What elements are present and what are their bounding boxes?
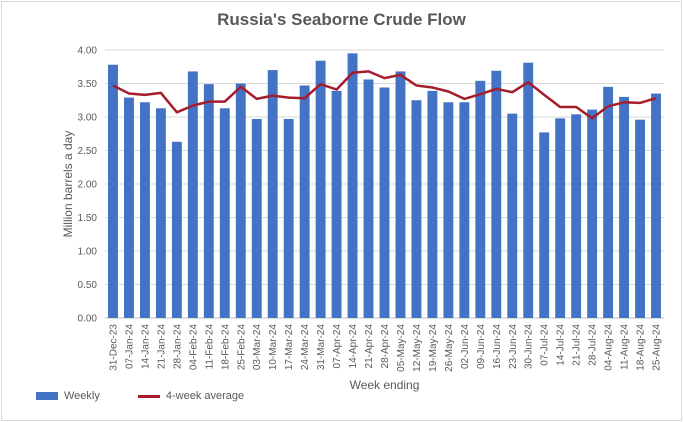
x-tick-label: 04-Aug-24 xyxy=(604,324,615,371)
y-tick-label: 0.50 xyxy=(78,280,98,291)
bar-weekly xyxy=(571,114,582,318)
bar-weekly xyxy=(507,113,518,319)
line-4-week-average xyxy=(112,70,657,120)
x-tick-label: 28-Apr-24 xyxy=(380,324,391,369)
legend: Weekly 4-week average xyxy=(36,390,274,402)
y-tick-label: 3.00 xyxy=(78,113,98,124)
x-tick-label: 25-Feb-24 xyxy=(236,324,247,371)
y-axis-ticks: 0.00 0.50 1.00 1.50 2.00 2.50 3.00 3.50 4.00 xyxy=(78,46,98,325)
x-tick-label: 31-Dec-23 xyxy=(109,324,120,371)
bar-weekly xyxy=(475,80,486,318)
x-tick-label: 04-Feb-24 xyxy=(188,324,199,371)
bar-weekly xyxy=(139,102,150,318)
bar-weekly xyxy=(603,86,614,318)
x-tick-label: 07-Jul-24 xyxy=(540,324,551,366)
bar-weekly xyxy=(539,132,550,318)
bar-weekly xyxy=(219,108,230,318)
bar-weekly xyxy=(523,62,534,319)
x-axis-ticks: 31-Dec-23 07-Jan-24 14-Jan-24 21-Jan-24 28-J… xyxy=(109,324,663,372)
bar-weekly xyxy=(155,108,166,318)
x-tick-label: 12-May-24 xyxy=(412,324,423,372)
bar-weekly xyxy=(315,60,326,318)
bar-weekly xyxy=(267,70,278,318)
bar-weekly xyxy=(443,102,454,318)
legend-label-average: 4-week average xyxy=(165,390,245,402)
bar-weekly xyxy=(124,97,134,318)
x-tick-label: 16-Jun-24 xyxy=(492,324,503,369)
x-tick-label: 18-Aug-24 xyxy=(636,324,647,371)
x-tick-label: 14-Apr-24 xyxy=(348,324,359,369)
bar-weekly xyxy=(651,93,661,318)
y-tick-label: 1.50 xyxy=(78,213,98,224)
x-tick-label: 02-Jun-24 xyxy=(460,324,471,369)
y-tick-label: 3.50 xyxy=(78,79,98,90)
x-tick-label: 11-Aug-24 xyxy=(620,324,631,370)
y-tick-label: 0.00 xyxy=(78,314,98,325)
legend-item-weekly: Weekly xyxy=(36,390,100,402)
bar-weekly xyxy=(555,118,566,318)
x-tick-label: 14-Jul-24 xyxy=(556,324,567,366)
bar-weekly xyxy=(635,119,645,319)
x-tick-label: 14-Jan-24 xyxy=(140,324,151,369)
x-tick-label: 28-Jul-24 xyxy=(588,324,599,366)
x-tick-label: 31-Mar-24 xyxy=(316,324,327,371)
legend-label-weekly: Weekly xyxy=(64,390,100,402)
y-tick-label: 2.50 xyxy=(78,146,98,157)
bar-weekly xyxy=(203,84,214,318)
x-tick-label: 21-Apr-24 xyxy=(364,324,375,369)
bar-weekly xyxy=(251,119,262,318)
x-tick-label: 19-May-24 xyxy=(428,324,439,372)
bar-weekly xyxy=(283,119,294,318)
x-tick-label: 30-Jun-24 xyxy=(524,324,535,369)
x-tick-label: 07-Jan-24 xyxy=(125,324,136,369)
x-tick-label: 23-Jun-24 xyxy=(508,324,519,369)
bar-weekly xyxy=(619,96,630,319)
legend-swatch-weekly xyxy=(36,392,58,400)
bar-weekly xyxy=(411,100,422,318)
bar-weekly xyxy=(108,64,118,319)
bar-weekly xyxy=(459,102,470,318)
y-tick-label: 1.00 xyxy=(78,247,98,258)
bar-weekly xyxy=(379,87,390,319)
chart-title: Russia's Seaborne Crude Flow xyxy=(217,10,466,29)
bar-weekly xyxy=(171,141,182,318)
x-tick-label: 17-Mar-24 xyxy=(284,324,295,371)
bar-weekly xyxy=(299,85,310,318)
x-tick-label: 09-Jun-24 xyxy=(476,324,487,369)
x-tick-label: 26-May-24 xyxy=(444,324,455,372)
x-tick-label: 07-Apr-24 xyxy=(332,324,343,369)
x-tick-label: 28-Jan-24 xyxy=(172,324,183,369)
bar-weekly xyxy=(187,71,198,318)
legend-swatch-average xyxy=(137,394,160,398)
x-tick-label: 03-Mar-24 xyxy=(252,324,263,371)
bar-weekly xyxy=(235,83,246,318)
y-axis-label: Million barrels a day xyxy=(61,131,75,238)
bar-weekly xyxy=(587,109,598,318)
bar-weekly xyxy=(331,90,342,319)
legend-item-average: 4-week average xyxy=(137,390,245,402)
x-tick-label: 25-Aug-24 xyxy=(652,324,663,371)
x-tick-label: 11-Feb-24 xyxy=(204,324,215,370)
x-tick-label: 05-May-24 xyxy=(396,324,407,372)
y-tick-label: 4.00 xyxy=(78,46,98,57)
x-tick-label: 10-Mar-24 xyxy=(268,324,279,371)
bar-weekly xyxy=(427,90,438,319)
bar-weekly xyxy=(347,53,358,318)
x-tick-label: 24-Mar-24 xyxy=(300,324,311,371)
x-tick-label: 21-Jul-24 xyxy=(572,324,583,366)
bar-weekly xyxy=(395,71,406,318)
bar-weekly xyxy=(363,79,374,318)
x-tick-label: 21-Jan-24 xyxy=(156,324,167,369)
bar-series xyxy=(108,53,661,319)
x-tick-label: 18-Feb-24 xyxy=(220,324,231,371)
y-tick-label: 2.00 xyxy=(78,180,98,191)
x-axis-label: Week ending xyxy=(350,378,420,392)
line-series xyxy=(112,70,657,120)
bar-weekly xyxy=(491,70,502,319)
